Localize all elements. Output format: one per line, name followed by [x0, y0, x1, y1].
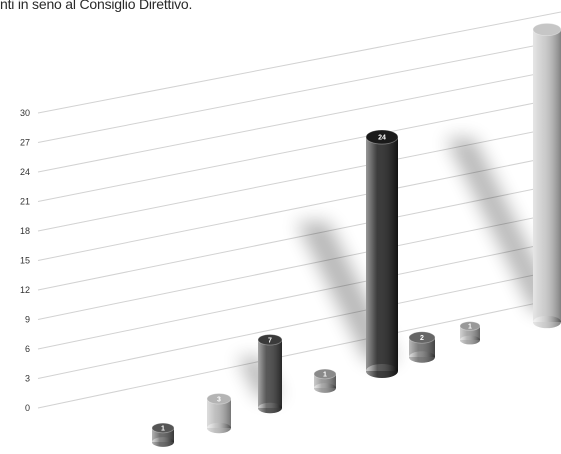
- y-tick-label: 21: [20, 197, 30, 207]
- bar: 3: [206, 393, 232, 434]
- bar-base-shading: [314, 383, 336, 393]
- bar-base-shading: [207, 422, 231, 434]
- bar-shadow: [445, 137, 561, 312]
- data-label: 7: [268, 337, 272, 344]
- y-tick-label: 0: [25, 403, 30, 413]
- bar-top: [206, 393, 232, 405]
- y-tick-label: 30: [20, 108, 30, 118]
- gridline: [37, 297, 561, 409]
- bar-base-shading: [366, 363, 398, 379]
- bar-base-shading: [460, 335, 480, 345]
- y-axis-ticks: 0 3 6 9 12 15 18 21 24 27 30: [20, 108, 30, 413]
- y-tick-label: 12: [20, 285, 30, 295]
- bar-body-shading: [533, 29, 561, 322]
- gridline: [37, 268, 561, 379]
- bar-base-shading: [258, 402, 282, 414]
- data-label: 3: [217, 396, 221, 403]
- bar: 7: [257, 334, 283, 414]
- data-label: 1: [468, 324, 472, 331]
- bar-base-shading: [409, 351, 435, 363]
- bar-top: [365, 129, 399, 145]
- bar: 1: [151, 422, 175, 447]
- gridline: [37, 97, 561, 202]
- data-label: 2: [420, 335, 424, 342]
- y-tick-label: 15: [20, 256, 30, 266]
- bar-base-shading: [152, 437, 174, 447]
- y-tick-label: 18: [20, 226, 30, 236]
- gridline: [37, 183, 561, 291]
- gridline: [37, 11, 561, 114]
- header-text: nti in seno al Consiglio Direttivo.: [0, 0, 193, 12]
- gridline: [37, 240, 561, 350]
- y-tick-label: 27: [20, 138, 30, 148]
- y-tick-label: 24: [20, 167, 30, 177]
- bar: 1: [313, 368, 337, 393]
- bar-top: [257, 334, 283, 346]
- gridline: [37, 68, 561, 173]
- y-tick-label: 3: [25, 374, 30, 384]
- bar-body-shading: [366, 137, 398, 371]
- gridline: [37, 40, 561, 143]
- bar-body-shading: [258, 339, 282, 408]
- bar-top: [532, 22, 561, 37]
- bar-base-shading: [533, 315, 561, 329]
- bar-top: [313, 368, 337, 380]
- gridline: [37, 211, 561, 320]
- y-tick-label: 6: [25, 344, 30, 354]
- bar: [532, 22, 561, 329]
- data-label: 1: [323, 372, 327, 379]
- bar: 2: [408, 331, 436, 363]
- bar-shadows: [237, 137, 561, 398]
- bar-top: [151, 422, 175, 434]
- data-label: 1: [161, 426, 165, 433]
- bar: 24: [365, 129, 399, 379]
- y-tick-label: 9: [25, 315, 30, 325]
- bar: 1: [459, 321, 481, 345]
- data-label: 24: [378, 135, 386, 142]
- bar-top: [408, 331, 436, 344]
- bar-top: [459, 321, 481, 331]
